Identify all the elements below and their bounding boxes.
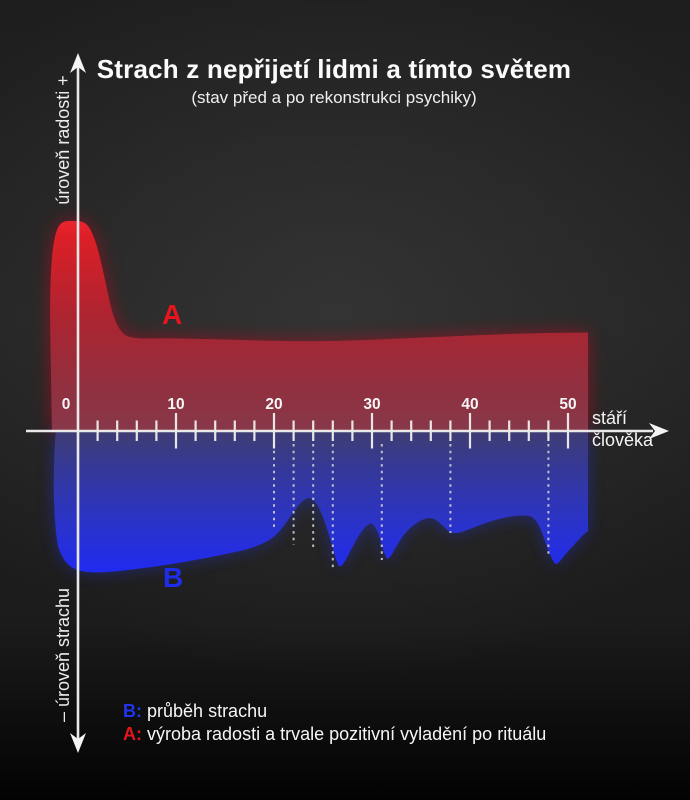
series-a-label: A: [162, 299, 183, 330]
x-axis-label-line2: člověka: [592, 430, 654, 450]
legend: B: průběh strachu A: výroba radosti a tr…: [123, 700, 546, 746]
x-tick-label: 0: [61, 396, 71, 413]
page-title: Strach z nepřijetí lidmi a tímto světem: [96, 54, 572, 84]
legend-key-a: A:: [123, 724, 142, 744]
x-axis-arrow-icon: [649, 423, 669, 439]
legend-line-b: B: průběh strachu: [123, 700, 546, 723]
page-subtitle: (stav před a po rekonstrukci psychiky): [191, 88, 477, 107]
series-b-label: B: [163, 562, 184, 593]
legend-line-a: A: výroba radosti a trvale pozitivní vyl…: [123, 723, 546, 746]
x-axis-label: stáří člověka: [592, 407, 653, 451]
legend-text-a: výroba radosti a trvale pozitivní vyladě…: [147, 724, 547, 744]
x-tick-label: 30: [363, 396, 381, 413]
x-axis-label-line1: stáří: [592, 408, 628, 428]
y-axis-arrow-up-icon: [70, 53, 86, 73]
fear-area-series-b: [53, 430, 589, 573]
x-tick-label: 10: [167, 396, 185, 413]
y-axis-label-joy: úroveň radosti +: [53, 75, 73, 205]
x-tick-label: 50: [559, 396, 577, 413]
y-axis-label-fear: – úroveň strachu: [53, 587, 73, 723]
event-dotted-lines: [273, 444, 550, 569]
x-tick-label: 20: [265, 396, 283, 413]
legend-key-b: B:: [123, 701, 142, 721]
x-tick-label: 40: [461, 396, 479, 413]
legend-text-b: průběh strachu: [147, 701, 268, 721]
y-axis-arrow-down-icon: [70, 733, 86, 753]
joy-area-series-a: [50, 220, 588, 432]
